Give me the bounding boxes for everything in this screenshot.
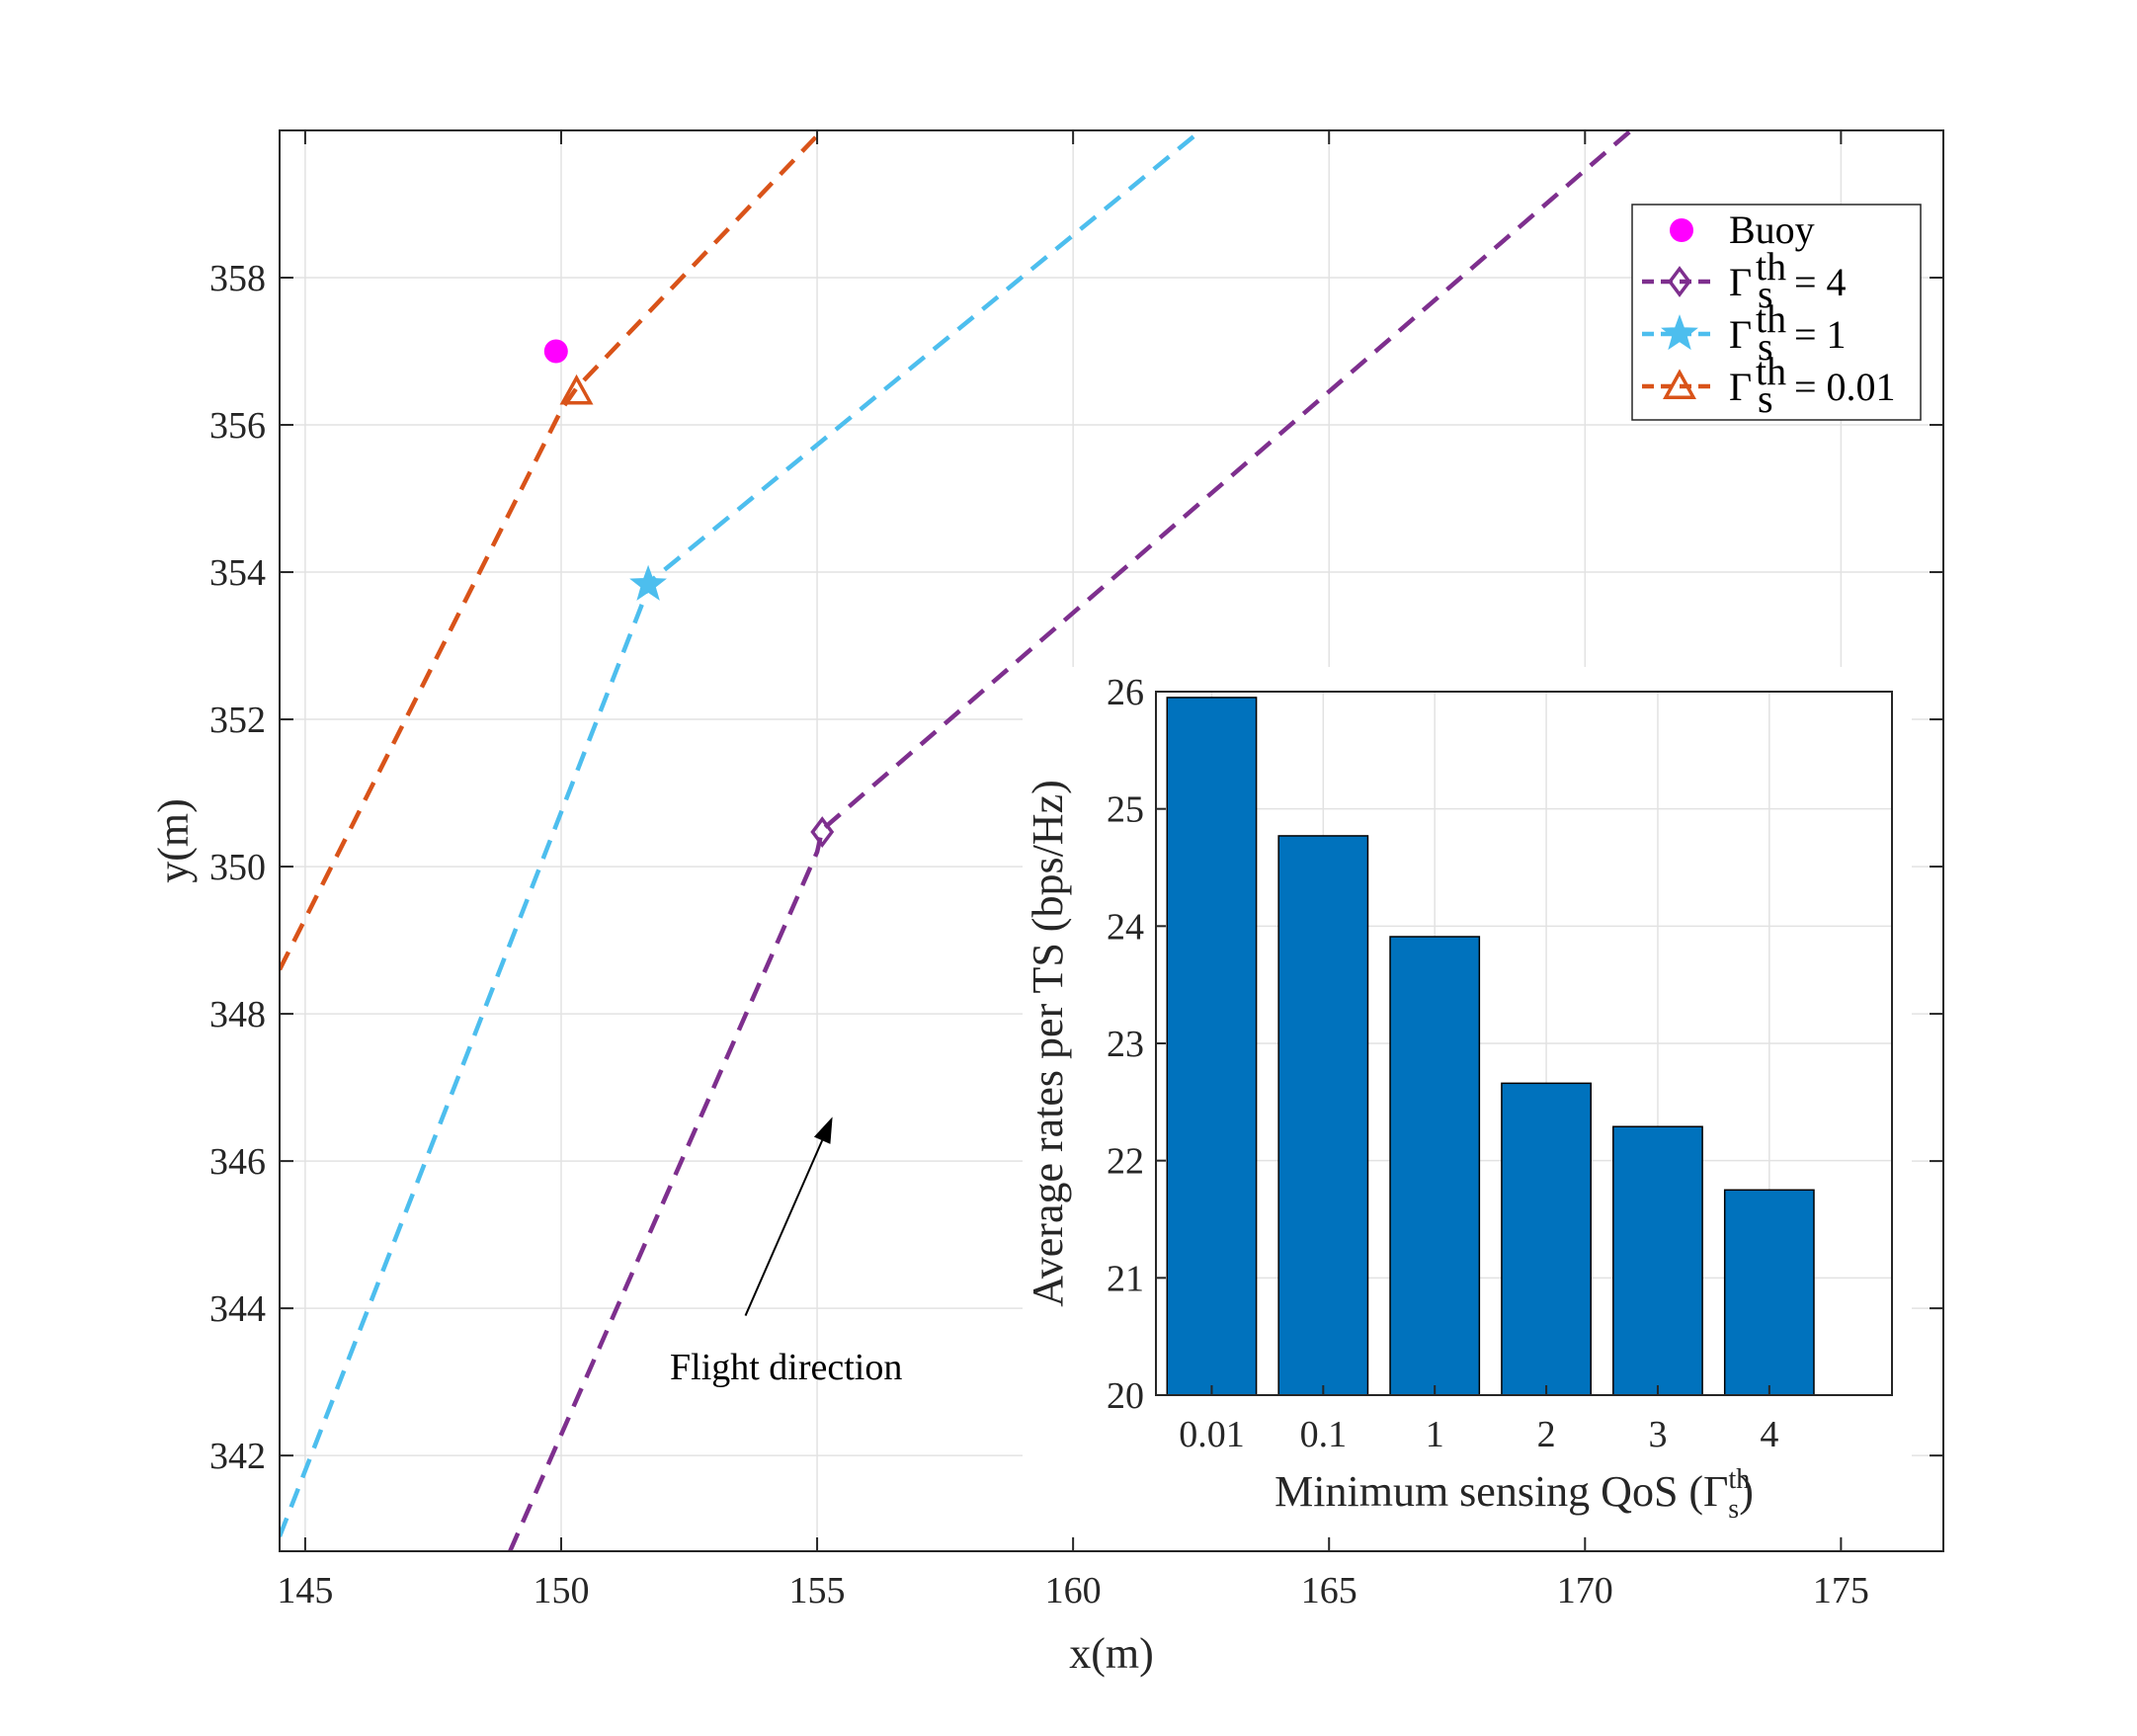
y-tick-label: 354 bbox=[209, 552, 266, 594]
inset-bar bbox=[1277, 835, 1369, 1396]
inset-x-axis-label-main: Minimum sensing QoS (Γ bbox=[1274, 1467, 1728, 1516]
x-tick-label: 150 bbox=[533, 1570, 589, 1612]
inset-y-axis-label: Average rates per TS (bps/Hz) bbox=[1024, 780, 1072, 1307]
x-tick-label: 145 bbox=[277, 1570, 333, 1612]
inset-y-tick-label: 24 bbox=[1107, 906, 1144, 948]
inset-y-tick-label: 20 bbox=[1107, 1375, 1144, 1417]
inset-x-tick-label: 0.01 bbox=[1179, 1414, 1245, 1455]
trajectory-line-triangle bbox=[280, 130, 824, 971]
legend-label: = 1 bbox=[1794, 312, 1847, 357]
x-tick-label: 175 bbox=[1813, 1570, 1869, 1612]
legend-label: = 4 bbox=[1794, 260, 1847, 304]
inset-x-tick-label: 1 bbox=[1426, 1414, 1444, 1455]
legend-marker-star bbox=[1661, 314, 1698, 351]
y-tick-label: 348 bbox=[209, 994, 266, 1035]
legend-sub: s bbox=[1758, 376, 1773, 421]
legend-symbol: Γ bbox=[1729, 312, 1752, 357]
inset-bar bbox=[1389, 936, 1481, 1396]
inset-x-tick-label: 4 bbox=[1760, 1414, 1778, 1455]
legend-symbol: Γ bbox=[1729, 260, 1752, 304]
inset-bar bbox=[1612, 1125, 1703, 1396]
flight-direction-arrow bbox=[744, 1139, 824, 1316]
inset-y-tick-label: 23 bbox=[1107, 1024, 1144, 1065]
inset-y-tick-label: 26 bbox=[1107, 672, 1144, 713]
inset-x-axis-label-sub: s bbox=[1728, 1494, 1739, 1525]
trajectory-marker-diamond bbox=[810, 816, 835, 848]
inset-x-tick-label: 0.1 bbox=[1300, 1414, 1348, 1455]
legend-buoy-marker bbox=[1670, 218, 1693, 242]
x-tick-label: 160 bbox=[1045, 1570, 1102, 1612]
y-axis-label: y(m) bbox=[149, 798, 198, 883]
legend-sub: s bbox=[1758, 272, 1773, 316]
trajectory-marker-star bbox=[629, 564, 667, 601]
legend-sub: s bbox=[1758, 324, 1773, 369]
inset-bar bbox=[1166, 697, 1258, 1396]
y-tick-label: 342 bbox=[209, 1436, 266, 1477]
flight-direction-label: Flight direction bbox=[670, 1347, 902, 1388]
main-axes-frame bbox=[279, 129, 1944, 1552]
legend-marker-diamond bbox=[1668, 266, 1691, 297]
inset-bar bbox=[1501, 1082, 1592, 1396]
y-tick-label: 358 bbox=[209, 258, 266, 299]
legend-sup: th bbox=[1756, 244, 1786, 289]
inset-y-tick-label: 21 bbox=[1107, 1258, 1144, 1299]
y-tick-label: 352 bbox=[209, 700, 266, 741]
y-tick-label: 356 bbox=[209, 405, 266, 447]
inset-y-tick-label: 22 bbox=[1107, 1141, 1144, 1183]
legend-sup: th bbox=[1756, 296, 1786, 341]
legend-marker-triangle bbox=[1663, 369, 1696, 399]
inset-x-axis-label-sup: th bbox=[1729, 1464, 1751, 1495]
inset-x-axis-label: Minimum sensing QoS (Γth s) bbox=[1274, 1464, 1754, 1525]
buoy-marker bbox=[543, 339, 568, 364]
legend-label: = 0.01 bbox=[1794, 365, 1896, 409]
y-tick-label: 346 bbox=[209, 1141, 266, 1183]
x-tick-label: 165 bbox=[1301, 1570, 1357, 1612]
y-tick-label: 344 bbox=[209, 1288, 266, 1330]
flight-direction-arrowhead bbox=[813, 1116, 833, 1144]
x-axis-label: x(m) bbox=[1069, 1629, 1154, 1678]
legend-buoy-label: Buoy bbox=[1729, 207, 1815, 252]
inset-y-tick-label: 25 bbox=[1107, 789, 1144, 831]
inset-bar bbox=[1723, 1189, 1815, 1396]
x-tick-label: 170 bbox=[1557, 1570, 1613, 1612]
inset-x-axis-label-close: ) bbox=[1739, 1467, 1754, 1516]
y-tick-label: 350 bbox=[209, 847, 266, 888]
legend-symbol: Γ bbox=[1729, 365, 1752, 409]
x-tick-label: 155 bbox=[789, 1570, 846, 1612]
inset-x-tick-label: 3 bbox=[1648, 1414, 1667, 1455]
trajectory-marker-triangle bbox=[559, 373, 594, 405]
legend-sup: th bbox=[1756, 349, 1786, 393]
inset-x-tick-label: 2 bbox=[1537, 1414, 1556, 1455]
